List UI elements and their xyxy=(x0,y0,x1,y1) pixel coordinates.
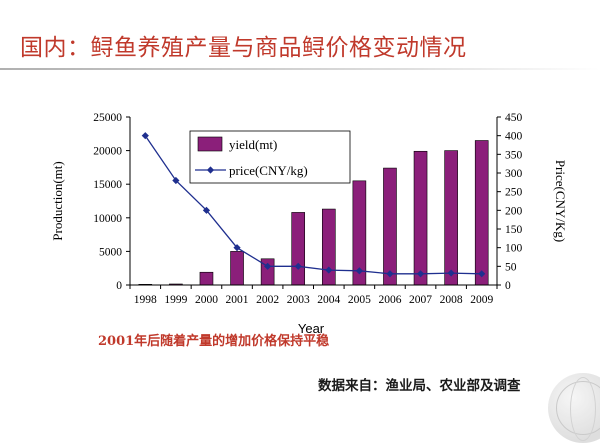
legend-swatch-price-marker xyxy=(206,166,215,174)
title-divider xyxy=(0,68,600,70)
right-tick-label: 100 xyxy=(505,243,523,255)
right-tick-label: 0 xyxy=(505,280,511,292)
yield-price-chart: 0 5000 10000 15000 20000 25000 0 50 100 150 200 250… xyxy=(50,112,568,336)
price-point-2002 xyxy=(264,262,272,270)
right-tick-label: 450 xyxy=(505,112,523,124)
x-tick-label: 2006 xyxy=(378,294,401,306)
bar-2000 xyxy=(199,271,214,286)
price-point-2004 xyxy=(325,266,333,274)
x-tick-label: 2001 xyxy=(226,294,249,306)
x-tick-label: 2005 xyxy=(348,294,371,306)
x-tick-label: 1999 xyxy=(164,294,187,306)
x-tick-label: 2008 xyxy=(440,294,463,306)
trend-note: 2001年后随着产量的增加价格保持平稳 xyxy=(98,334,330,349)
left-tick-label: 0 xyxy=(116,280,122,292)
left-tick-label: 5000 xyxy=(99,246,122,258)
left-tick-label: 20000 xyxy=(93,146,122,158)
price-line xyxy=(144,135,482,275)
legend-label-yield: yield(mt) xyxy=(229,137,277,152)
bar-2008 xyxy=(444,150,458,286)
legend-label-price: price(CNY/kg) xyxy=(229,163,308,178)
bar-2009 xyxy=(474,140,489,286)
price-point-2003 xyxy=(294,262,302,270)
bar-2006 xyxy=(383,167,397,286)
x-tick-label: 2000 xyxy=(195,294,218,306)
x-axis-title: Year xyxy=(298,321,325,336)
price-point-1999 xyxy=(172,176,180,185)
left-tick-label: 10000 xyxy=(93,213,122,225)
price-point-2009 xyxy=(478,270,486,278)
price-point-2006 xyxy=(386,270,394,278)
x-tick-label: 2002 xyxy=(256,294,279,306)
left-axis-title: Production(mt) xyxy=(50,161,65,240)
bar-2002 xyxy=(260,258,275,286)
price-point-2008 xyxy=(447,269,455,277)
x-tick-label: 2003 xyxy=(287,294,310,306)
price-point-1998 xyxy=(141,132,149,140)
price-point-2000 xyxy=(202,206,211,214)
bar-2003 xyxy=(291,212,306,286)
x-tick-label: 1998 xyxy=(134,294,157,306)
right-tick-label: 150 xyxy=(505,224,523,236)
price-point-2007 xyxy=(416,270,425,278)
slide-title: 国内：鲟鱼养殖产量与商品鲟价格变动情况 xyxy=(20,35,467,61)
price-point-2005 xyxy=(355,267,363,275)
x-tick-label: 2009 xyxy=(470,294,493,306)
right-axis-title: Price(CNY/Kg) xyxy=(553,160,568,242)
data-source: 数据来自：渔业局、农业部及调查 xyxy=(318,378,521,394)
price-point-2001 xyxy=(233,244,241,252)
x-tick-label: 2004 xyxy=(317,294,340,306)
right-tick-label: 200 xyxy=(505,205,523,217)
left-tick-label: 15000 xyxy=(93,179,122,191)
right-tick-label: 350 xyxy=(505,149,523,161)
left-tick-label: 25000 xyxy=(93,112,122,124)
x-tick-label: 2007 xyxy=(409,294,432,306)
right-tick-label: 250 xyxy=(505,187,523,199)
right-tick-label: 400 xyxy=(505,131,523,143)
right-tick-label: 300 xyxy=(505,168,523,180)
bar-2007 xyxy=(413,150,428,286)
right-tick-label: 50 xyxy=(505,261,517,273)
legend-swatch-yield xyxy=(197,136,223,152)
bar-2001 xyxy=(230,251,244,286)
